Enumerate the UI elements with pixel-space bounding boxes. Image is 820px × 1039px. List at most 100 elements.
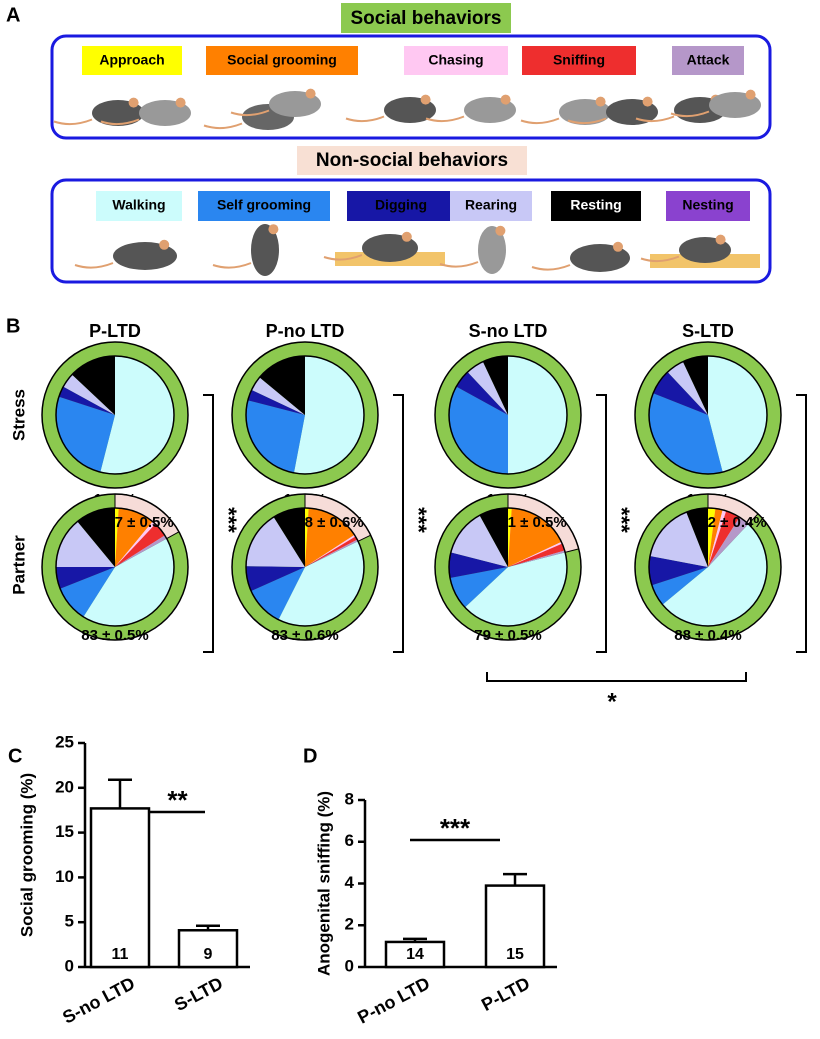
pie-edge: [648, 507, 768, 627]
nonsocial-label: 83 ± 0.5%: [81, 627, 148, 644]
y-tick-label: 5: [65, 912, 74, 931]
mouse-tail: [635, 115, 675, 123]
mouse-icon: [570, 244, 630, 272]
significance: ***: [609, 507, 634, 533]
pie-slice: [508, 508, 512, 567]
mouse-ear: [642, 96, 653, 107]
mouse-icon: [113, 242, 177, 270]
y-tick-label: 8: [345, 789, 354, 808]
ring-edge: [634, 341, 782, 489]
y-tick-label: 4: [345, 873, 355, 892]
y-tick-label: 15: [55, 822, 74, 841]
group-title: S-no LTD: [469, 321, 548, 341]
nonsocial-box: [50, 178, 772, 284]
bracket: [796, 394, 807, 653]
pie-slice: [77, 508, 115, 567]
y-axis-label: Social grooming (%): [17, 773, 36, 937]
behavior-swatch: [551, 191, 641, 221]
significance: ***: [440, 813, 471, 843]
y-tick-label: 2: [345, 915, 354, 934]
pie-edge: [448, 355, 568, 475]
title-box: [297, 146, 527, 175]
pie-slice: [482, 356, 508, 415]
pie-slice: [450, 515, 508, 567]
pie-slice: [83, 538, 174, 626]
x-tick-label: S-no LTD: [59, 973, 138, 1028]
y-tick-label: 20: [55, 777, 74, 796]
mouse-ear: [715, 234, 726, 245]
mouse-icon: [362, 234, 418, 262]
mouse-tail: [203, 122, 243, 130]
behavior-label: Social grooming: [227, 52, 337, 68]
y-tick-label: 10: [55, 867, 74, 886]
mouse-icon: [478, 226, 506, 274]
pie-slice: [56, 567, 115, 589]
pie-slice: [115, 508, 119, 567]
pie-slice: [293, 356, 364, 474]
behavior-swatch: [198, 191, 330, 221]
behavior-label: Rearing: [465, 197, 517, 213]
pie-slice: [115, 521, 156, 567]
mouse-ear: [500, 94, 511, 105]
group-title: S-LTD: [682, 321, 734, 341]
nonsocial-label: 83 ± 0.6%: [271, 627, 338, 644]
social-label: 18 ± 0.6%: [296, 514, 363, 531]
behavior-swatch: [347, 191, 455, 221]
pie-edge: [648, 355, 768, 475]
behavior-swatch: [450, 191, 532, 221]
panel-label: B: [6, 315, 20, 337]
significance: *: [607, 688, 617, 715]
pie-slice: [305, 539, 359, 567]
mouse-tail: [323, 254, 363, 261]
bracket: [486, 672, 747, 682]
behavior-swatch: [206, 46, 358, 75]
pie-slice: [667, 361, 708, 415]
pie-edge: [245, 507, 365, 627]
mouse-ear: [613, 241, 623, 252]
pie-slice: [651, 567, 708, 605]
bracket: [203, 394, 214, 653]
pie-slice: [649, 555, 708, 586]
mouse-tail: [520, 117, 560, 125]
pie-slice: [305, 536, 358, 567]
pie-slice: [278, 541, 364, 626]
behavior-swatch: [404, 46, 508, 75]
bar: [484, 884, 546, 969]
mouse-tail: [531, 264, 571, 271]
bar: [177, 929, 239, 969]
mouse-ear: [495, 225, 506, 236]
bar: [384, 940, 446, 969]
mouse-tail: [212, 262, 252, 269]
pie-slice: [305, 534, 356, 567]
mouse-tail: [425, 115, 465, 123]
n-label: 15: [506, 946, 524, 963]
pie-slice: [479, 508, 508, 567]
pie-slice: [508, 543, 565, 567]
panel-label: C: [8, 745, 22, 767]
pie-slice: [448, 386, 508, 474]
n-label: 11: [112, 946, 129, 963]
pie-slice: [246, 400, 305, 473]
mouse-tail: [640, 255, 680, 263]
social-label: 12 ± 0.4%: [699, 514, 766, 531]
social-box: [50, 34, 772, 140]
significance: **: [167, 785, 188, 815]
pie-slice: [251, 377, 305, 415]
pie-slice: [115, 535, 167, 567]
nonsocial-label: 88 ± 0.4%: [674, 627, 741, 644]
pie-slice: [649, 393, 723, 475]
significance: ***: [216, 507, 241, 533]
social-title: Social behaviors: [350, 8, 501, 29]
pie-slice: [708, 517, 749, 567]
bracket: [393, 394, 404, 653]
social-label: 21 ± 0.5%: [499, 514, 566, 531]
pie-slice: [71, 356, 115, 415]
pie-slice: [682, 356, 708, 415]
pie-slice: [708, 509, 727, 567]
mouse-ear: [745, 89, 756, 100]
mouse-ear: [401, 231, 412, 242]
pie-slice: [456, 371, 508, 415]
pie-slice: [508, 541, 563, 567]
behavior-label: Resting: [570, 197, 621, 213]
pie-slice: [115, 508, 153, 567]
